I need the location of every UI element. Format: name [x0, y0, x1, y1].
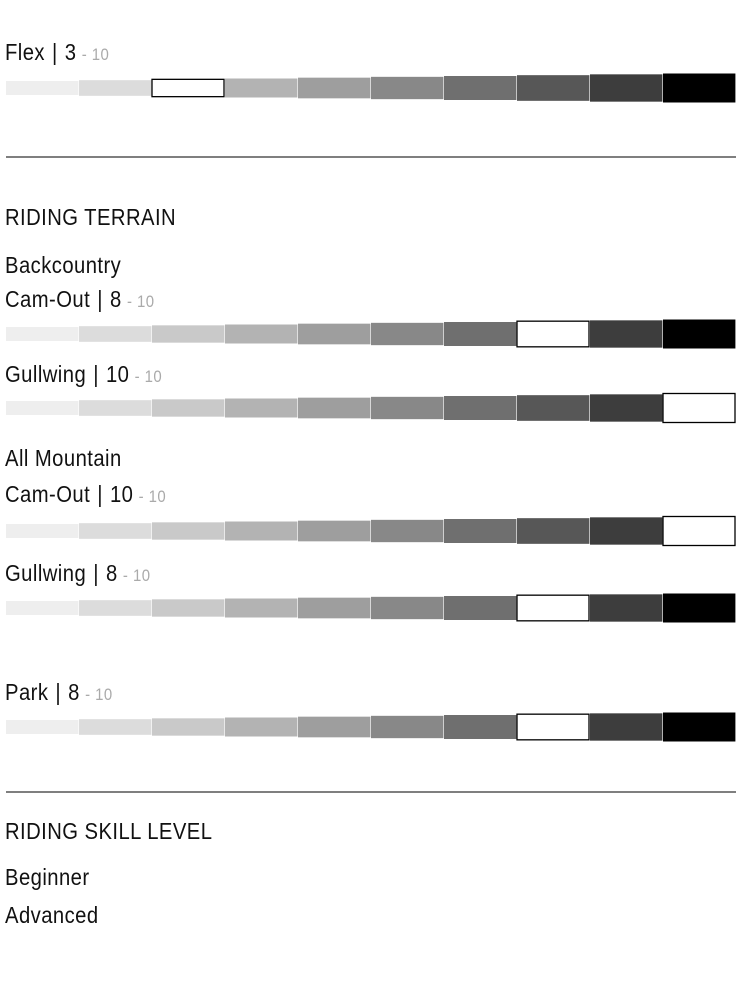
rating-segment: [225, 324, 298, 344]
rating-segment: [371, 76, 444, 100]
label: Park: [5, 679, 49, 705]
rating-segment: [152, 399, 225, 417]
rating-segment: [152, 325, 225, 343]
rating-label: Cam-Out | 8- 10: [5, 285, 162, 316]
rating-segment: [444, 715, 517, 739]
rating-label: Flex | 3- 10: [5, 38, 116, 69]
rating-segment: [225, 598, 298, 618]
label: Cam-Out: [5, 481, 91, 507]
rating-segment: [6, 401, 79, 415]
rating-value: 8: [68, 679, 80, 705]
scale-label: - 10: [85, 685, 113, 704]
rating-segment: [590, 517, 663, 545]
rating-segment: [298, 597, 371, 619]
rating-segment: [152, 599, 225, 617]
rating-label: Cam-Out | 10- 10: [5, 480, 173, 511]
rating-segment: [517, 518, 590, 544]
rating-segment: [444, 519, 517, 543]
rating-marker: [662, 515, 736, 547]
group-heading: Backcountry: [5, 252, 122, 278]
rating-value: 8: [109, 286, 122, 312]
separator: |: [55, 679, 62, 705]
rating-segment: [152, 718, 225, 736]
rating-segment: [79, 326, 152, 342]
rating-marker: [662, 392, 736, 424]
rating-segment: [6, 720, 79, 734]
rating-segment: [298, 77, 371, 99]
separator: |: [52, 39, 58, 65]
skill-level: Advanced: [5, 902, 99, 928]
section-title: RIDING SKILL LEVEL: [5, 818, 213, 844]
rating-segment: [298, 397, 371, 419]
scale-label: - 10: [81, 45, 110, 64]
rating-segment: [444, 396, 517, 420]
rating-segment: [371, 519, 444, 543]
label: Gullwing: [5, 560, 87, 586]
scale-label: - 10: [122, 566, 151, 585]
rating-value: 3: [64, 39, 77, 65]
scale-label: - 10: [126, 292, 155, 311]
rating-segment: [79, 80, 152, 96]
rating-segment: [371, 396, 444, 420]
separator: |: [93, 560, 99, 586]
rating-segment: [79, 400, 152, 416]
rating-marker: [516, 320, 590, 348]
rating-segment: [590, 713, 663, 741]
rating-segment: [225, 521, 298, 541]
separator: |: [97, 481, 103, 507]
rating-segment: [663, 593, 736, 623]
rating-segment: [225, 78, 298, 98]
rating-segment: [79, 523, 152, 539]
rating-segment: [298, 520, 371, 542]
skill-level: Beginner: [5, 864, 90, 890]
label: Gullwing: [5, 361, 87, 387]
rating-segment: [371, 596, 444, 620]
scale-label: - 10: [134, 367, 163, 386]
rating-label: Gullwing | 8- 10: [5, 559, 158, 590]
rating-segment: [79, 600, 152, 616]
rating-segment: [6, 601, 79, 615]
rating-value: 10: [109, 481, 134, 507]
rating-segment: [79, 719, 152, 735]
rating-label: Park | 8 - 10: [5, 678, 120, 709]
rating-segment: [6, 524, 79, 538]
rating-segment: [444, 596, 517, 620]
rating-segment: [663, 319, 736, 349]
group-heading: All Mountain: [5, 445, 122, 471]
rating-segment: [371, 322, 444, 346]
rating-segment: [663, 73, 736, 103]
label: Cam-Out: [5, 286, 91, 312]
rating-segment: [225, 717, 298, 737]
rating-segment: [590, 594, 663, 622]
rating-segment: [298, 323, 371, 345]
rating-segment: [517, 395, 590, 421]
rating-segment: [590, 394, 663, 422]
rating-segment: [298, 716, 371, 738]
rating-marker: [151, 78, 225, 98]
rating-segment: [152, 522, 225, 540]
rating-segment: [590, 320, 663, 348]
rating-segment: [663, 712, 736, 742]
rating-segment: [6, 81, 79, 95]
rating-segment: [225, 398, 298, 418]
rating-segment: [590, 74, 663, 102]
section-title: RIDING TERRAIN: [5, 204, 177, 230]
label: Flex: [5, 39, 45, 65]
rating-segment: [6, 327, 79, 341]
rating-segment: [444, 322, 517, 346]
scale-label: - 10: [138, 487, 167, 506]
rating-segment: [517, 75, 590, 101]
separator: |: [93, 361, 99, 387]
rating-label: Gullwing | 10- 10: [5, 360, 169, 391]
rating-marker: [516, 713, 590, 741]
rating-segment: [371, 715, 444, 739]
rating-marker: [516, 594, 590, 622]
rating-segment: [444, 76, 517, 100]
rating-value: 8: [105, 560, 118, 586]
rating-value: 10: [105, 361, 130, 387]
separator: |: [97, 286, 103, 312]
